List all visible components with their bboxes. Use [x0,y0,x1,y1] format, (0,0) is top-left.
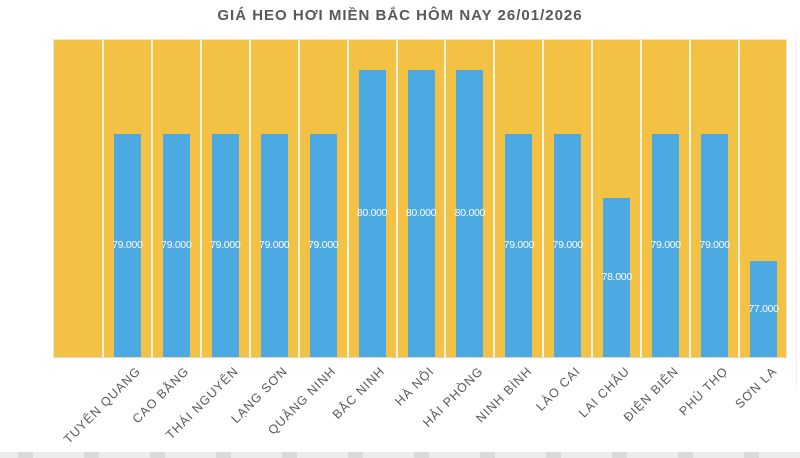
bar-value-label: 80.000 [356,207,388,220]
bar-value-label: 78.000 [601,271,633,284]
bar: 79.000 [210,133,241,357]
bar: 79.000 [650,133,682,357]
chart-title: GIÁ HEO HƠI MIỀN BẮC HÔM NAY 26/01/2026 [217,7,583,24]
bar-value-label: 80.000 [405,207,437,220]
gridline [640,40,643,357]
bar-value-label: 79.000 [552,239,584,252]
gridline [199,40,202,357]
gridline [297,40,300,357]
bar: 80.000 [454,69,486,357]
gridline [738,40,741,357]
bar-value-label: 79.000 [112,239,143,252]
bar: 78.000 [601,197,633,357]
gridline [493,40,496,357]
bar-value-label: 79.000 [210,239,241,252]
bar-value-label: 79.000 [699,239,730,252]
bar-value-label: 79.000 [650,239,682,252]
bar: 77.000 [748,261,779,357]
bar: 79.000 [112,133,143,357]
x-axis-label: LÀO CAI [533,364,584,414]
gridline [150,40,153,357]
x-axis-label: PHÚ THỌ [676,364,731,419]
x-axis-label: BẮC NINH [330,364,388,422]
bar: 79.000 [552,133,584,357]
gridline [101,40,104,357]
gridline [689,40,692,357]
gridline [444,40,447,357]
bar: 79.000 [259,133,290,357]
gridline [591,40,594,357]
bar: 80.000 [356,69,388,357]
bar: 79.000 [699,133,730,357]
bar: 79.000 [503,133,535,357]
bar-value-label: 77.000 [748,303,779,316]
plot-area: 79.000 79.000 79.000 79.000 79.000 80.000 80.0… [53,39,787,358]
gridline [542,40,545,357]
gridline [395,40,398,357]
bar: 80.000 [405,69,437,357]
bar-value-label: 79.000 [503,239,535,252]
bar: 79.000 [307,133,339,357]
bottom-strip [0,452,800,458]
page-edge-line [796,35,797,388]
bar-value-label: 79.000 [259,239,290,252]
x-axis-label: HÀ NỘI [392,364,437,409]
bar-value-label: 79.000 [307,239,339,252]
bar-value-label: 80.000 [454,207,486,220]
gridline [248,40,251,357]
gridline [346,40,349,357]
x-axis-label: TUYÊN QUANG [60,364,144,447]
x-axis-label: SƠN LA [732,364,780,412]
bar: 79.000 [161,133,192,357]
bar-value-label: 79.000 [161,239,192,252]
